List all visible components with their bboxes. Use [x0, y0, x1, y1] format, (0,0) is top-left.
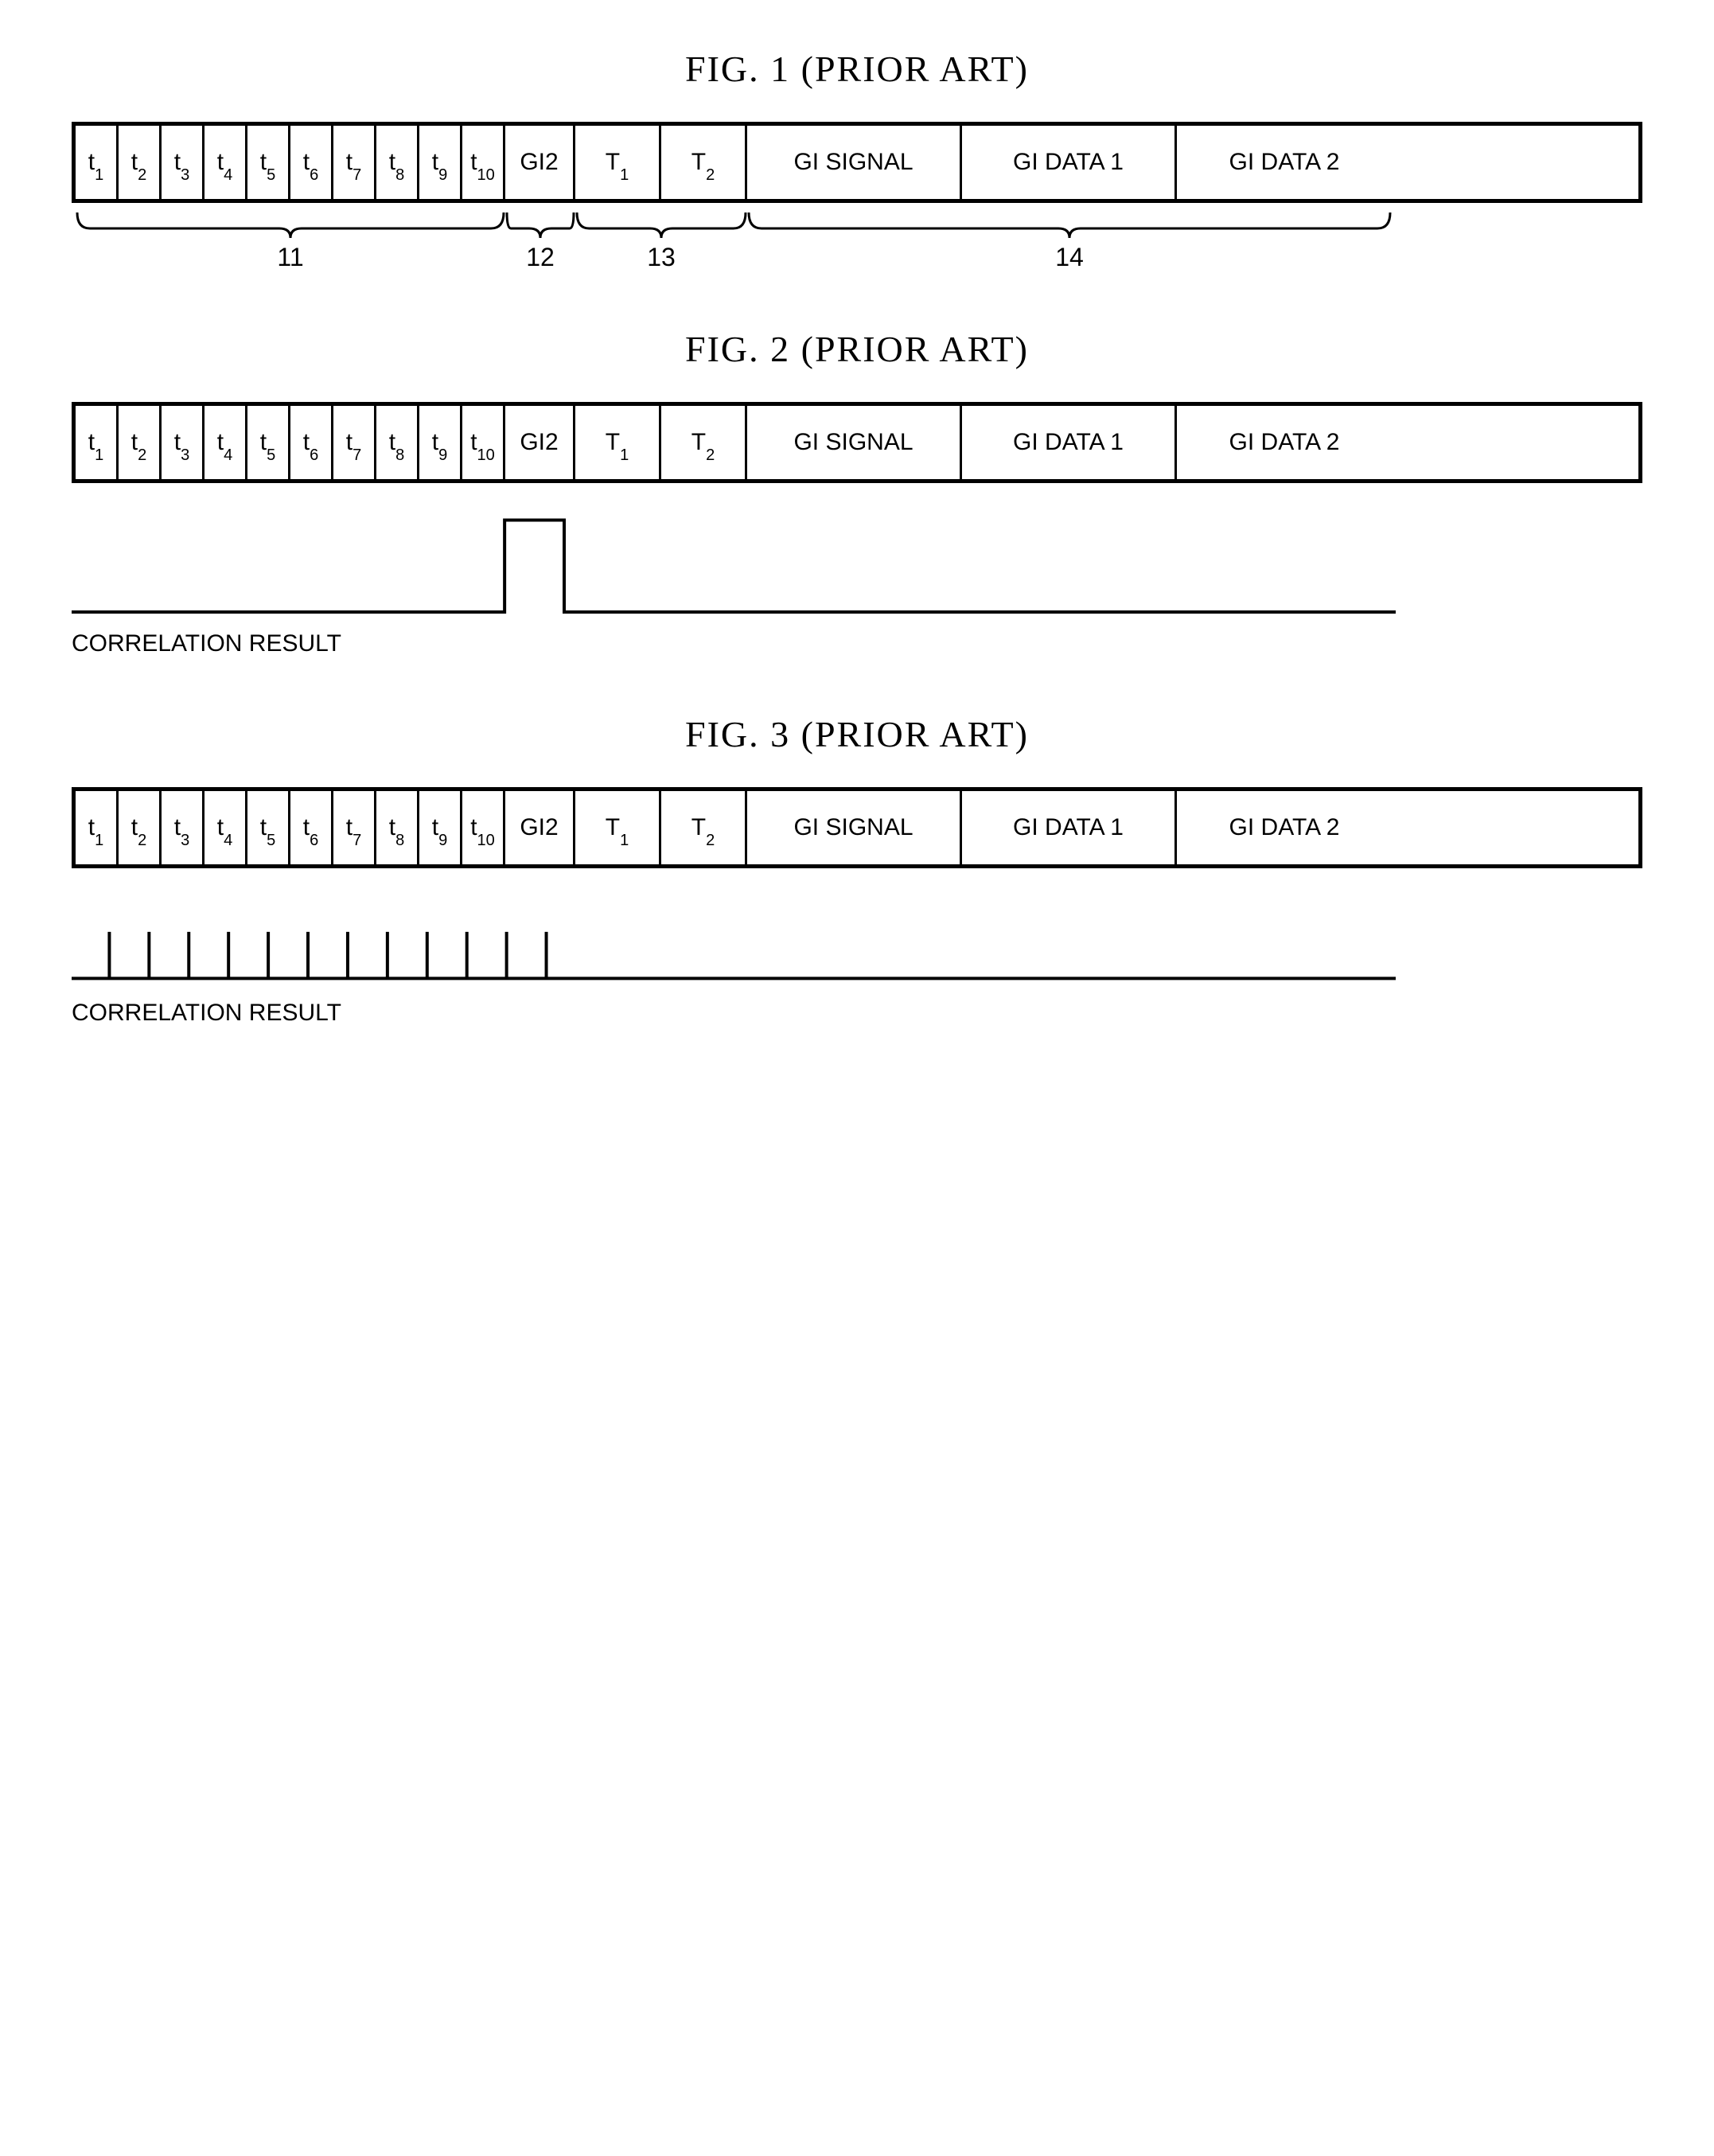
- cell-t4: t4: [205, 406, 247, 479]
- cell-gi-signal: GI SIGNAL: [747, 791, 962, 864]
- fig2-title-text: FIG. 2 (PRIOR ART): [685, 329, 1029, 369]
- cell-t1: t1: [76, 406, 119, 479]
- cell-T2: T2: [661, 406, 747, 479]
- cell-t10: t10: [462, 791, 505, 864]
- cell-t3: t3: [162, 791, 205, 864]
- cell-gi-data-2: GI DATA 2: [1177, 791, 1392, 864]
- cell-gi-data-1: GI DATA 1: [962, 126, 1177, 199]
- figure-3: FIG. 3 (PRIOR ART) t1t2t3t4t5t6t7t8t9t10…: [72, 713, 1642, 1027]
- bracket-13: 13: [575, 209, 747, 272]
- cell-t8: t8: [376, 406, 419, 479]
- cell-gi-data-2: GI DATA 2: [1177, 126, 1392, 199]
- fig3-waveform: [72, 887, 1396, 991]
- cell-T2: T2: [661, 791, 747, 864]
- cell-t9: t9: [419, 126, 462, 199]
- bracket-label-12: 12: [505, 243, 575, 272]
- fig1-cell-row: t1t2t3t4t5t6t7t8t9t10GI2T1T2GI SIGNALGI …: [72, 122, 1642, 203]
- bracket-label-13: 13: [575, 243, 747, 272]
- fig2-cell-row: t1t2t3t4t5t6t7t8t9t10GI2T1T2GI SIGNALGI …: [72, 402, 1642, 483]
- fig2-waveform: [72, 502, 1396, 622]
- fig3-cell-row: t1t2t3t4t5t6t7t8t9t10GI2T1T2GI SIGNALGI …: [72, 787, 1642, 868]
- cell-t1: t1: [76, 791, 119, 864]
- cell-t5: t5: [247, 126, 290, 199]
- cell-t6: t6: [290, 406, 333, 479]
- cell-t9: t9: [419, 406, 462, 479]
- figure-1-title: FIG. 1 (PRIOR ART): [72, 48, 1642, 90]
- cell-T1: T1: [575, 126, 661, 199]
- fig1-brackets: 11121314: [72, 209, 1642, 272]
- cell-t2: t2: [119, 406, 162, 479]
- cell-t9: t9: [419, 791, 462, 864]
- cell-t5: t5: [247, 406, 290, 479]
- cell-t6: t6: [290, 126, 333, 199]
- bracket-12: 12: [505, 209, 575, 272]
- fig2-correlation-label: CORRELATION RESULT: [72, 630, 1642, 657]
- figure-1: FIG. 1 (PRIOR ART) t1t2t3t4t5t6t7t8t9t10…: [72, 48, 1642, 272]
- cell-gi2: GI2: [505, 126, 575, 199]
- cell-t10: t10: [462, 126, 505, 199]
- cell-gi-data-1: GI DATA 1: [962, 406, 1177, 479]
- cell-t5: t5: [247, 791, 290, 864]
- cell-gi-signal: GI SIGNAL: [747, 126, 962, 199]
- cell-T1: T1: [575, 791, 661, 864]
- cell-gi-data-2: GI DATA 2: [1177, 406, 1392, 479]
- cell-t4: t4: [205, 791, 247, 864]
- cell-t8: t8: [376, 126, 419, 199]
- fig3-title-text: FIG. 3 (PRIOR ART): [685, 714, 1029, 754]
- cell-t7: t7: [333, 791, 376, 864]
- bracket-label-11: 11: [76, 243, 505, 272]
- bracket-11: 11: [76, 209, 505, 272]
- cell-t1: t1: [76, 126, 119, 199]
- cell-t10: t10: [462, 406, 505, 479]
- cell-t3: t3: [162, 126, 205, 199]
- fig3-waveform-wrap: [72, 887, 1642, 995]
- cell-T1: T1: [575, 406, 661, 479]
- figure-2: FIG. 2 (PRIOR ART) t1t2t3t4t5t6t7t8t9t10…: [72, 328, 1642, 657]
- cell-t4: t4: [205, 126, 247, 199]
- fig1-title-text: FIG. 1 (PRIOR ART): [685, 49, 1029, 89]
- cell-t8: t8: [376, 791, 419, 864]
- cell-t2: t2: [119, 126, 162, 199]
- fig3-correlation-label: CORRELATION RESULT: [72, 1000, 1642, 1027]
- fig2-waveform-wrap: [72, 502, 1642, 626]
- cell-T2: T2: [661, 126, 747, 199]
- fig2-correlation-label-text: CORRELATION RESULT: [72, 630, 341, 657]
- cell-gi-signal: GI SIGNAL: [747, 406, 962, 479]
- fig3-correlation-label-text: CORRELATION RESULT: [72, 1000, 341, 1026]
- cell-t3: t3: [162, 406, 205, 479]
- cell-gi-data-1: GI DATA 1: [962, 791, 1177, 864]
- cell-t7: t7: [333, 406, 376, 479]
- cell-t6: t6: [290, 791, 333, 864]
- cell-t7: t7: [333, 126, 376, 199]
- bracket-label-14: 14: [747, 243, 1392, 272]
- figure-3-title: FIG. 3 (PRIOR ART): [72, 713, 1642, 755]
- bracket-14: 14: [747, 209, 1392, 272]
- cell-gi2: GI2: [505, 791, 575, 864]
- cell-gi2: GI2: [505, 406, 575, 479]
- cell-t2: t2: [119, 791, 162, 864]
- figure-2-title: FIG. 2 (PRIOR ART): [72, 328, 1642, 370]
